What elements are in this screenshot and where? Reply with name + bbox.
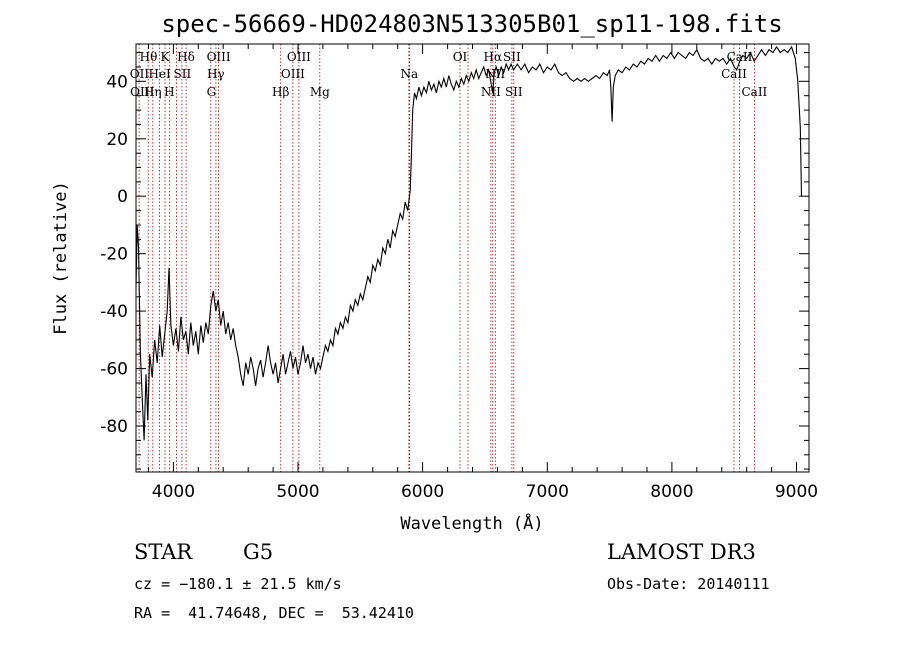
- redshift-velocity: cz = −180.1 ± 21.5 km/s: [134, 575, 342, 593]
- line-label-25: CaII: [741, 85, 767, 99]
- survey-name: LAMOST DR3: [607, 540, 756, 564]
- y-axis-label: Flux (relative): [51, 181, 71, 335]
- chart-title: spec-56669-HD024803N513305B01_sp11-198.f…: [161, 10, 782, 38]
- x-tick-label-0: 4000: [152, 482, 195, 502]
- line-label-8: CaII: [727, 50, 753, 64]
- observation-date: Obs-Date: 20140111: [607, 575, 770, 593]
- x-tick-label-1: 5000: [276, 482, 319, 502]
- line-label-10: HeI: [148, 67, 171, 81]
- line-label-14: Na: [400, 67, 418, 81]
- line-label-2: Hδ: [177, 50, 195, 64]
- y-axis: -80 -60 -40 -20 0 20 40: [100, 52, 809, 470]
- x-tick-label-3: 7000: [526, 482, 569, 502]
- line-label-22: Mg: [310, 85, 330, 99]
- coordinates: RA = 41.74648, DEC = 53.42410: [134, 604, 414, 622]
- line-label-23: NII: [481, 85, 501, 99]
- line-label-9: OII: [130, 67, 150, 81]
- line-label-24: SII: [505, 85, 523, 99]
- line-label-0: Hθ: [140, 50, 158, 64]
- line-label-6: Hα: [484, 50, 503, 64]
- object-subclass: G5: [243, 540, 274, 564]
- line-label-13: OIII: [281, 67, 305, 81]
- line-label-11: SII: [174, 67, 192, 81]
- y-tick-label-2: -40: [100, 302, 128, 322]
- line-label-19: H: [164, 85, 174, 99]
- line-label-18: Hη: [144, 85, 162, 99]
- y-tick-label-3: -20: [100, 245, 128, 265]
- y-tick-label-6: 40: [106, 72, 128, 92]
- y-tick-label-1: -60: [100, 360, 128, 380]
- emission-line-markers: [138, 44, 755, 472]
- line-label-7: SII: [503, 50, 521, 64]
- line-label-21: Hβ: [272, 85, 289, 99]
- y-tick-label-4: 0: [117, 187, 128, 207]
- line-label-5: OI: [453, 50, 468, 64]
- line-label-15: NII: [485, 67, 505, 81]
- x-tick-label-4: 8000: [650, 482, 693, 502]
- line-label-3: OIII: [207, 50, 231, 64]
- x-tick-label-5: 9000: [775, 482, 818, 502]
- spectrum-chart: spec-56669-HD024803N513305B01_sp11-198.f…: [51, 10, 818, 534]
- x-tick-label-2: 6000: [401, 482, 444, 502]
- line-label-20: G: [207, 85, 217, 99]
- line-label-1: K: [161, 50, 171, 64]
- line-label-4: OIII: [287, 50, 311, 64]
- x-axis: 4000 5000 6000 7000 8000 9000: [148, 44, 818, 502]
- object-class: STAR: [134, 540, 193, 564]
- line-label-12: Hγ: [207, 67, 225, 81]
- y-tick-label-5: 20: [106, 130, 128, 150]
- plot-frame: [135, 43, 810, 473]
- y-tick-label-0: -80: [100, 417, 128, 437]
- x-axis-label: Wavelength (Å): [400, 512, 543, 534]
- line-label-16: CaII: [721, 67, 747, 81]
- spectrum-line: [135, 45, 803, 441]
